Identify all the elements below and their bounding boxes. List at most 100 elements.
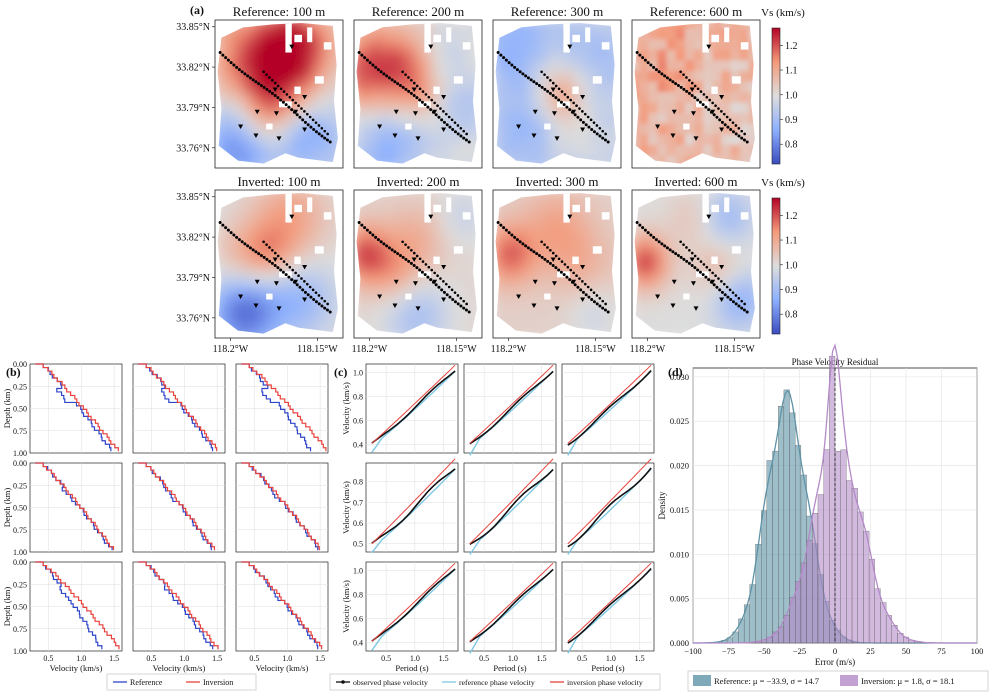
station-icon	[567, 44, 573, 50]
histogram-bar	[863, 530, 870, 644]
station-icon	[411, 257, 417, 263]
station-icon	[655, 294, 661, 300]
station-icon	[690, 281, 696, 286]
lat-tick: 33.79°N	[176, 103, 210, 114]
lon-tick: 118.15°W	[575, 344, 616, 355]
colorbar-tick: 1.0	[785, 90, 798, 101]
map-1-0: Inverted: 100 m 33.85°N 33.82°N 33.79°N 33.7…	[176, 174, 344, 355]
depth-tick: 0.00	[13, 459, 27, 468]
dispersion-legend-item: inversion phase velocity	[567, 678, 643, 687]
lat-tick: 33.82°N	[176, 233, 210, 244]
lon-tick: 118.2°W	[213, 344, 249, 355]
station-icon	[551, 111, 557, 116]
reference-phase-curve	[371, 568, 456, 651]
station-icon	[655, 124, 661, 130]
station-icon	[531, 133, 537, 138]
reference-profile	[35, 561, 103, 650]
density-tick: 0.030	[670, 372, 689, 382]
velocity-tick: 1.0	[179, 654, 189, 663]
observed-phase-curve	[469, 370, 554, 445]
inversion-profile	[138, 561, 219, 650]
profile-0-0: 0.00 0.25 0.50 0.75 1.00 Depth (km)	[2, 360, 123, 458]
station-icon	[302, 264, 308, 270]
velocity-tick: 1.0	[282, 654, 292, 663]
colorbar-label: Vs (km/s)	[761, 7, 805, 19]
inversion-profile	[35, 363, 119, 452]
inversion-series	[693, 343, 977, 644]
station-icon	[293, 279, 299, 285]
profile-2-1: 0.5 1.0 1.5 Velocity (km/s)	[132, 561, 226, 673]
error-tick: 0	[833, 646, 837, 656]
dispersion-0-2	[561, 363, 655, 456]
profile-2-2: 0.5 1.0 1.5 Velocity (km/s)	[235, 561, 329, 673]
inversion-phase-curve	[371, 458, 456, 545]
velocity-tick: 1.5	[109, 654, 119, 663]
station-icon	[516, 124, 522, 130]
depth-tick: 0.25	[13, 481, 27, 490]
lon-tick: 118.2°W	[352, 344, 388, 355]
inversion-phase-curve	[469, 562, 554, 642]
station-icon	[276, 306, 282, 311]
density-tick: 0.015	[670, 505, 689, 515]
error-tick: −75	[722, 646, 735, 656]
station-icon	[551, 281, 557, 286]
station-icon	[554, 136, 560, 141]
station-icon	[719, 127, 725, 133]
dispersion-ylabel: Velocity (km/s)	[341, 481, 351, 534]
inversion-profile	[138, 363, 218, 452]
error-tick: 25	[866, 646, 875, 656]
profile-legend: Reference Inversion	[106, 673, 257, 691]
map-1-1: Inverted: 200 m 118.2°W 118.15°W	[352, 174, 483, 355]
station-icon	[289, 44, 295, 50]
fault-trace	[496, 214, 610, 314]
histogram-ylabel: Density	[657, 491, 667, 519]
phase-vel-tick: 0.6	[353, 615, 363, 624]
panel-label-a: (a)	[190, 3, 204, 17]
colorbar-tick: 0.9	[785, 285, 798, 296]
depth-tick: 0.00	[13, 360, 27, 369]
station-icon	[670, 303, 676, 308]
station-icon	[432, 279, 438, 285]
station-icon	[532, 109, 538, 115]
histogram-bar	[829, 356, 836, 644]
phase-vel-tick: 0.4	[353, 441, 363, 450]
station-icon	[671, 279, 677, 285]
observed-phase-curve	[469, 568, 554, 643]
station-icon	[273, 281, 279, 286]
station-icon	[706, 44, 712, 50]
dispersion-legend-item: reference phase velocity	[459, 678, 535, 687]
station-icon	[392, 133, 398, 138]
station-icon	[671, 109, 677, 115]
colorbar-tick: 1.2	[785, 211, 798, 222]
observed-phase-curve	[371, 370, 456, 444]
inversion-phase-curve	[371, 364, 456, 444]
error-tick: −100	[684, 646, 702, 656]
histogram-bar	[778, 406, 785, 644]
phase-vel-tick: 1.0	[353, 566, 363, 575]
error-tick: 100	[971, 646, 984, 656]
profile-0-1	[132, 363, 226, 454]
station-icon	[253, 303, 259, 308]
fault-trace	[635, 214, 749, 314]
phase-vel-tick: 0.8	[353, 478, 363, 487]
histogram-bar	[857, 511, 864, 644]
lon-tick: 118.15°W	[297, 344, 338, 355]
station-icon	[719, 264, 725, 270]
phase-vel-tick: 0.6	[353, 519, 363, 528]
colorbar: Vs (km/s) 0.8 0.9 1.0 1.1 1.2	[761, 177, 805, 335]
depth-tick: 0.75	[13, 526, 27, 535]
period-tick: 0.5	[381, 654, 391, 663]
dispersion-0-1	[463, 363, 557, 456]
observed-phase-curve	[567, 369, 652, 446]
colorbar-tick: 0.8	[785, 140, 798, 151]
depth-tick: 0.25	[13, 382, 27, 391]
legend-inversion-stats: Inversion: μ = 1.8, σ = 18.1	[861, 676, 955, 686]
depth-tick: 0.75	[13, 625, 27, 634]
station-icon	[710, 109, 716, 115]
depth-tick: 0.75	[13, 427, 27, 436]
dispersion-xlabel: Period (s)	[493, 663, 526, 673]
period-tick: 1.0	[410, 654, 420, 663]
depth-tick: 0.25	[13, 580, 27, 589]
